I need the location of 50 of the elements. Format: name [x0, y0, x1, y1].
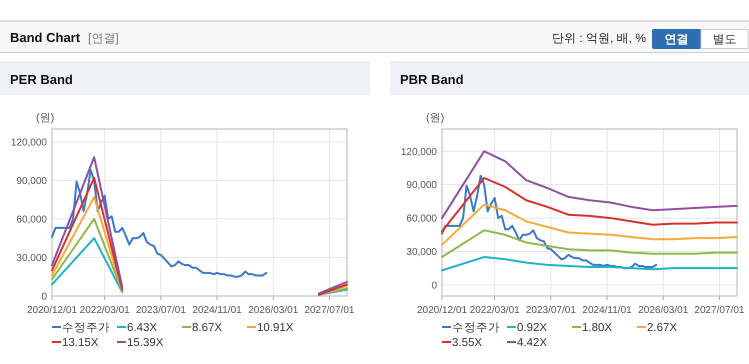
x-tick-label: 2023/07/01	[526, 305, 576, 316]
x-tick-label: 2020/12/01	[26, 305, 78, 316]
x-tick-label: 2026/03/01	[248, 305, 299, 316]
x-tick-label: 2023/07/01	[136, 305, 186, 316]
legend-label: 13.15X	[62, 337, 99, 349]
line-series	[441, 256, 738, 272]
chart-title: PER Band	[10, 72, 73, 87]
y-tick-label: 120,000	[10, 137, 48, 148]
legend-label: 수정주가	[452, 322, 500, 334]
line-series	[441, 176, 738, 232]
legend-label: 4.42X	[517, 337, 548, 349]
y-tick-label: 30,000	[406, 246, 438, 258]
line-series	[51, 169, 268, 278]
legend-label: 1.80X	[582, 322, 612, 334]
text: 연결	[664, 32, 688, 46]
line-series	[441, 204, 738, 246]
y-tick-label: 0	[431, 280, 438, 292]
x-tick-label: 2020/12/01	[416, 305, 468, 316]
legend-label: 6.43X	[127, 322, 158, 334]
legend-label: 15.39X	[127, 337, 164, 349]
text: 단위 : 억원, 배, %	[552, 31, 646, 45]
legend-label: 10.91X	[257, 322, 294, 334]
line-series	[441, 150, 738, 220]
legend-label: 수정주가	[62, 322, 110, 334]
text: 별도	[712, 32, 736, 46]
chart-title: PBR Band	[400, 72, 464, 87]
legend-label: 3.55X	[452, 337, 482, 349]
text: Band Chart	[10, 30, 81, 45]
legend-label: 0.92X	[517, 322, 548, 334]
x-tick-label: 2027/07/01	[694, 305, 745, 316]
legend-label: 8.67X	[192, 322, 222, 334]
y-tick-label: 60,000	[16, 214, 48, 226]
x-tick-label: 2024/11/01	[192, 305, 242, 316]
y-tick-label: 120,000	[400, 146, 438, 158]
line-series	[441, 229, 738, 258]
x-tick-label: 2027/07/01	[304, 305, 355, 316]
line-series	[441, 174, 658, 270]
x-tick-label: 2022/03/01	[80, 305, 130, 316]
y-tick-label: 30,000	[16, 252, 48, 264]
x-tick-label: 2024/11/01	[582, 305, 632, 316]
y-axis-title: (원)	[426, 112, 444, 124]
legend-label: 2.67X	[647, 322, 678, 334]
x-tick-label: 2026/03/01	[638, 305, 689, 316]
y-tick-label: 0	[41, 292, 48, 302]
text: [연결]	[88, 31, 119, 45]
y-tick-label: 60,000	[406, 214, 438, 225]
y-tick-label: 90,000	[16, 176, 48, 187]
y-tick-label: 90,000	[406, 180, 438, 192]
y-axis-title: (원)	[36, 112, 54, 124]
x-tick-label: 2022/03/01	[470, 305, 520, 316]
